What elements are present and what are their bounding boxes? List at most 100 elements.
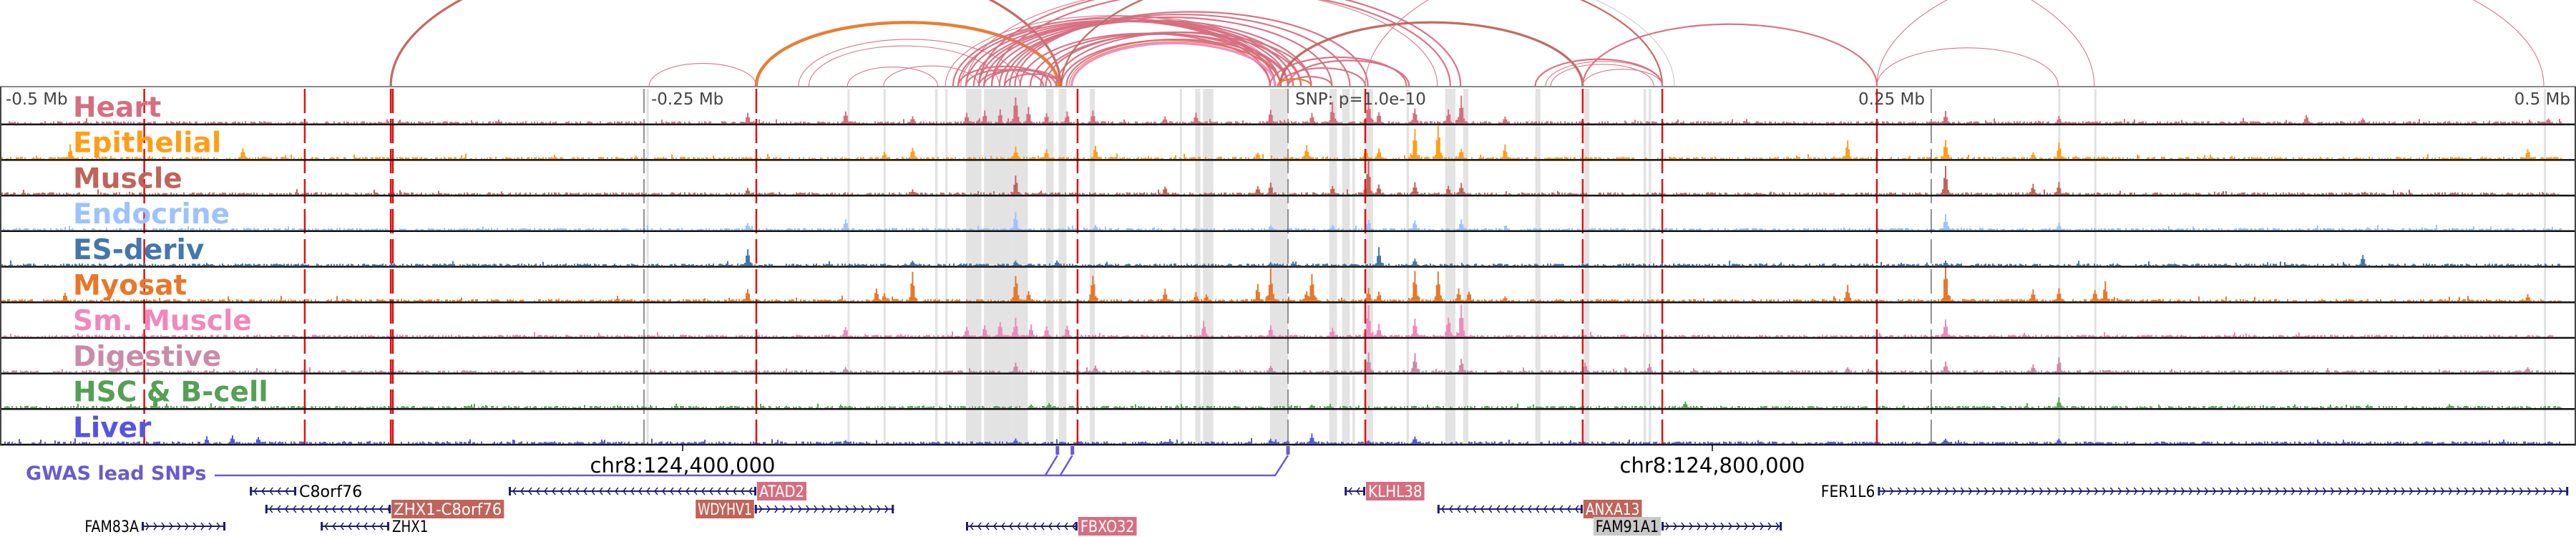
signal-peak [1941,319,1951,337]
signal-peak [995,322,1005,337]
gene-label[interactable]: ZHX1 [392,518,428,536]
signal-peak [1028,404,1036,408]
track-label: HSC & B-cell [73,377,268,409]
gene-zhx1[interactable]: ZHX1 [321,518,428,536]
gene-end-cap [1780,522,1782,531]
signal-peak [2545,118,2552,124]
signal-peak [744,249,753,266]
signal-peak [1010,276,1021,301]
signal-peak [1941,166,1951,195]
gene-label[interactable]: FAM83A [84,518,139,536]
chromatin-loop-arc [1009,14,1351,87]
gene-end-cap [1075,522,1078,531]
gene-end-cap [386,522,389,531]
track-separators [0,86,2576,446]
chromatin-loop-arc [389,0,1062,87]
signal-peak [1091,225,1101,231]
signal-peak [1374,291,1384,301]
signal-peak [1363,304,1374,337]
axis-label-right-mid: 0.25 Mb [1858,90,1925,109]
signal-peak [2100,281,2111,301]
chromatin-loops [389,0,2545,87]
chromatin-loop-arc [1365,0,2095,87]
gene-end-cap [294,487,296,495]
gwas-snp-marker[interactable] [1055,446,1060,455]
gene-label[interactable]: ANXA13 [1586,501,1640,519]
signal-peak [873,289,882,301]
strand-arrow-icon [145,522,220,531]
gwas-snp-marker[interactable] [1070,446,1075,455]
strand-arrow-icon [1348,487,1360,495]
signal-peak [1265,438,1274,444]
signal-peak [1580,362,1590,373]
signal-track-myosat [0,265,2562,301]
gene-label-box [1583,500,1642,518]
gene-label-box [391,500,504,518]
gene-end-cap [265,505,268,513]
gene-label[interactable]: WDYHV1 [698,501,752,519]
signal-track-digestive [0,352,2562,373]
gene-label[interactable]: KLHL38 [1368,483,1423,501]
signal-peak [907,189,918,195]
signal-baseline [1,189,2559,195]
signal-peak [907,147,918,159]
signal-peak [1410,129,1420,159]
signal-peak [62,293,70,301]
gene-fam91a1[interactable]: FAM91A1 [1593,517,1782,536]
gene-end-cap [250,487,253,495]
gene-anxa13[interactable]: ANXA13 [1437,500,1642,519]
gene-wdyhv1[interactable]: WDYHV1 [696,500,894,519]
chromatin-loop-arc [1060,0,1664,87]
signal-peak [2054,288,2064,301]
signal-peak [1191,112,1201,124]
gene-end-cap [142,522,144,531]
gene-label[interactable]: ZHX1-C8orf76 [394,501,502,519]
gene-atad2[interactable]: ATAD2 [509,482,806,501]
gene-zhx1-c8orf76[interactable]: ZHX1-C8orf76 [265,500,504,519]
signal-peak [1680,401,1691,408]
gene-fbxo32[interactable]: FBXO32 [966,517,1137,536]
signal-baseline [0,295,2562,301]
signal-peak [1374,112,1384,124]
gene-label[interactable]: C8orf76 [299,483,362,501]
coord-label-right: chr8:124,800,000 [1620,453,1805,478]
chromatin-loop-arc [1065,38,1289,87]
signal-peak [1028,324,1036,337]
gene-end-cap [753,487,756,495]
signal-peak [1252,153,1262,159]
chromatin-loop-arc [957,65,1052,87]
strand-arrow-icon [1440,505,1579,513]
signal-peak [1267,365,1276,373]
gene-label[interactable]: FBXO32 [1080,518,1135,536]
signal-peak [1941,111,1951,124]
gwas-snp-marker[interactable] [1286,446,1290,455]
signal-peak [907,116,917,124]
gene-end-cap [1878,487,1880,495]
signal-peak [1410,220,1420,231]
signal-peak [1443,109,1454,124]
signal-tracks [0,95,2562,444]
signal-peak [1363,161,1374,195]
gene-label[interactable]: ATAD2 [759,483,804,501]
signal-peak [1265,268,1276,301]
gene-fam83a[interactable]: FAM83A [84,518,225,536]
gene-klhl38[interactable]: KLHL38 [1345,482,1425,501]
signal-peak [1374,324,1384,337]
signal-peak [841,367,849,373]
gene-label[interactable]: FAM91A1 [1596,518,1659,536]
chromatin-loop-arc [1040,33,1289,87]
gene-end-cap [389,505,391,513]
signal-peak [2054,182,2064,195]
gene-c8orf76[interactable]: C8orf76 [250,483,362,501]
signal-peak [1199,321,1209,337]
signal-peak [1265,110,1276,124]
gene-label[interactable]: FER1L6 [1821,483,1875,501]
signal-peak [1010,146,1021,159]
signal-peak [253,437,263,444]
gene-label-box [1366,482,1425,500]
signal-track-sm-muscle [0,304,2553,337]
signal-peak [879,293,889,301]
gene-fer1l6[interactable]: FER1L6 [1821,483,2569,501]
signal-peak [2028,289,2039,301]
signal-peak [229,435,238,444]
